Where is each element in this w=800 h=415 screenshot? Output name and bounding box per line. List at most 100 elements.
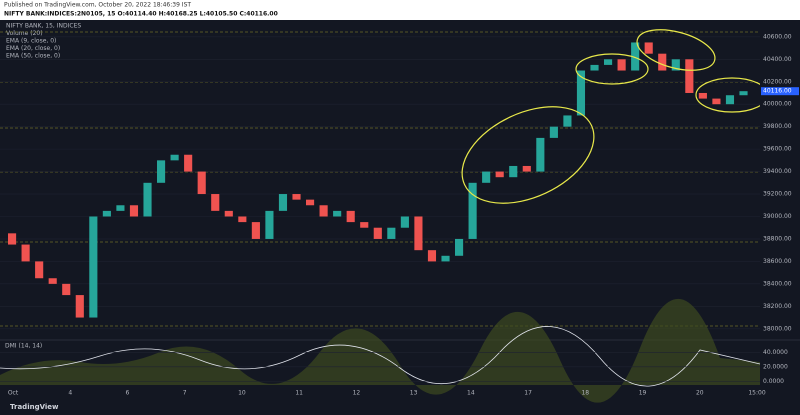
candle-body — [211, 194, 220, 211]
dmi-tick-label: 40.0000 — [763, 349, 788, 356]
x-tick-label: 7 — [183, 390, 187, 397]
highlight-ellipse — [575, 53, 649, 85]
candle-body — [617, 59, 626, 71]
y-tick-label: 38200.00 — [763, 303, 792, 310]
candles — [8, 42, 748, 318]
candle-body — [224, 210, 233, 217]
y-axis: 40600.00 40400.00 40200.00 40000.00 39800.00… — [761, 33, 799, 332]
y-tick-label: 39000.00 — [763, 213, 792, 220]
dmi-axis: 40.0000 20.0000 0.0000 — [0, 349, 788, 385]
x-tick-label: 14 — [467, 390, 475, 397]
candle-body — [157, 160, 166, 183]
highlight-ellipse — [636, 29, 716, 71]
candle-body — [75, 295, 84, 318]
candle-body — [197, 171, 206, 195]
candle-body — [89, 216, 98, 318]
legend-item: Volume (20) — [6, 30, 43, 37]
y-tick-label: 40200.00 — [763, 78, 792, 85]
candle-body — [278, 194, 288, 211]
candle-body — [658, 53, 667, 71]
candle-body — [306, 199, 315, 206]
candle-body — [712, 98, 721, 105]
candle-body — [265, 210, 274, 239]
dmi-title: DMI (14, 14) — [5, 343, 42, 350]
last-price-box — [761, 87, 799, 96]
ohlc-text: NIFTY BANK:INDICES:2N0105, 15 O:40114.40… — [4, 11, 278, 18]
legend-item: EMA (20, close, 0) — [6, 45, 60, 52]
x-tick-label: 15:00 — [748, 390, 765, 397]
candle-body — [62, 283, 71, 296]
highlight-ellipse — [461, 106, 595, 204]
y-tick-label: 40600.00 — [763, 33, 792, 40]
y-tick-label: 40400.00 — [763, 56, 792, 63]
candle-body — [698, 92, 707, 99]
y-tick-label: 38800.00 — [763, 235, 792, 242]
candle-body — [671, 59, 680, 71]
price-axis — [760, 20, 800, 385]
candle-body — [536, 137, 545, 172]
grid — [0, 36, 760, 330]
x-tick-label: 10 — [238, 390, 246, 397]
candle-body — [563, 115, 572, 127]
dmi-line — [0, 326, 761, 387]
x-axis: Oct 4 6 7 10 11 12 13 14 17 18 19 20 15:00 — [8, 390, 766, 397]
candle-body — [414, 216, 423, 251]
dmi-tick-label: 0.0000 — [763, 378, 784, 385]
candle-body — [427, 250, 437, 262]
header-bar — [0, 0, 800, 20]
candle-body — [482, 171, 491, 183]
candle-body — [292, 194, 301, 200]
candle-body — [170, 154, 179, 161]
candle-body — [184, 154, 193, 172]
x-tick-label: 18 — [581, 390, 589, 397]
candle-body — [576, 70, 586, 116]
x-tick-label: Oct — [8, 390, 19, 397]
legend-item: EMA (9, close, 0) — [6, 38, 56, 45]
candle-body — [360, 222, 369, 228]
annotations — [461, 29, 769, 204]
legend-item: NIFTY BANK, 15, INDICES — [6, 23, 81, 30]
candle-body — [631, 42, 640, 71]
candle-body — [644, 42, 653, 54]
candle-body — [319, 205, 328, 217]
candle-body — [549, 126, 558, 138]
candle-body — [143, 182, 152, 217]
candle-body — [48, 278, 57, 284]
x-tick-label: 11 — [295, 390, 303, 397]
dmi-area — [0, 298, 760, 403]
candle-body — [129, 205, 139, 217]
x-tick-label: 6 — [126, 390, 130, 397]
x-tick-label: 20 — [696, 390, 704, 397]
candle-body — [441, 255, 450, 262]
candle-body — [685, 59, 694, 93]
y-tick-label: 39800.00 — [763, 123, 792, 130]
x-tick-label: 12 — [353, 390, 361, 397]
candle-body — [739, 91, 748, 96]
published-text: Published on TradingView.com, October 20… — [4, 2, 191, 9]
candle-body — [400, 216, 409, 228]
candle-body — [35, 261, 44, 279]
candle-body — [725, 95, 735, 105]
candle-body — [251, 222, 260, 239]
candle-body — [387, 227, 396, 239]
candle-body — [468, 182, 477, 239]
candle-body — [238, 216, 247, 223]
x-tick-label: 13 — [410, 390, 418, 397]
candle-body — [21, 244, 30, 262]
candle-body — [333, 210, 342, 217]
candle-body — [102, 210, 111, 217]
candle-body — [373, 227, 382, 239]
candle-body — [522, 165, 531, 172]
x-tick-label: 17 — [524, 390, 532, 397]
legend-item: EMA (50, close, 0) — [6, 53, 60, 60]
y-tick-label: 38600.00 — [763, 258, 792, 265]
candle-body — [346, 210, 355, 223]
x-tick-label: 19 — [639, 390, 647, 397]
y-tick-label: 40000.00 — [763, 101, 792, 108]
y-tick-label: 39200.00 — [763, 191, 792, 198]
candle-body — [509, 165, 518, 178]
dmi-tick-label: 20.0000 — [763, 363, 788, 370]
